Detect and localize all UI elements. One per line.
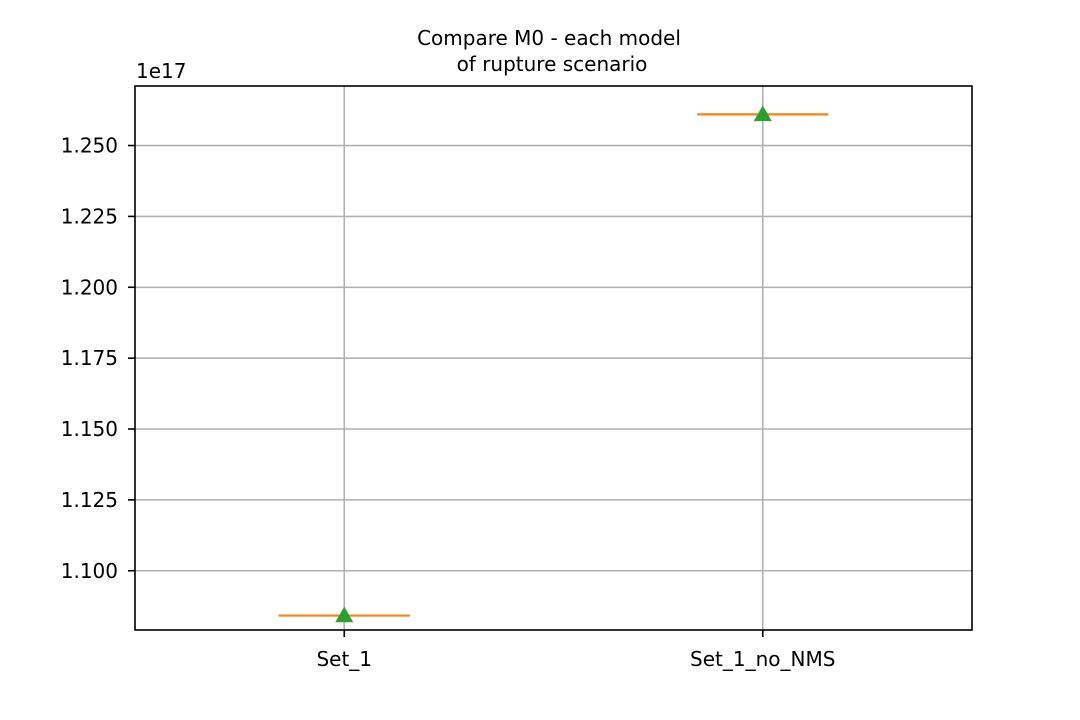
x-tick-label: Set_1_no_NMS xyxy=(690,647,835,671)
y-offset-text: 1e17 xyxy=(136,59,186,83)
y-tick-label: 1.175 xyxy=(61,346,118,370)
y-tick-label: 1.100 xyxy=(61,559,118,583)
chart-title: Compare M0 - each model of rupture scena… xyxy=(417,26,681,76)
x-tick-label: Set_1 xyxy=(316,647,372,671)
chart-title-line-1: Compare M0 - each model xyxy=(417,26,681,50)
y-tick-label: 1.225 xyxy=(61,204,118,228)
y-tick-label: 1.125 xyxy=(61,488,118,512)
y-tick-label: 1.200 xyxy=(61,275,118,299)
mean-marker xyxy=(335,606,354,623)
y-tick-label: 1.250 xyxy=(61,134,118,158)
axis-layer: 1.100 1.125 1.150 1.175 1.200 1.225 1.250 Set_1… xyxy=(61,134,836,671)
mean-marker xyxy=(753,105,772,122)
data-layer xyxy=(278,105,829,623)
y-tick-label: 1.150 xyxy=(61,417,118,441)
chart-title-line-2: of rupture scenario xyxy=(457,52,648,76)
grid-layer xyxy=(135,86,972,630)
